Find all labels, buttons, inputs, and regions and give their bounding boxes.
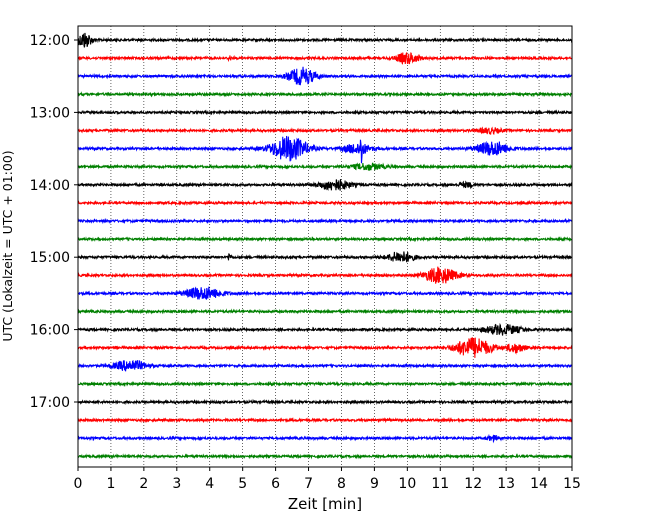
x-tick-label: 14 — [530, 476, 548, 492]
y-tick-label: 12:00 — [30, 33, 70, 49]
seismic-trace-1745 — [77, 453, 573, 460]
seismic-trace-1400 — [77, 179, 573, 191]
seismic-trace-1430 — [77, 217, 573, 225]
x-tick-label: 11 — [431, 476, 449, 492]
x-tick-label: 2 — [139, 476, 148, 492]
seismic-traces — [77, 32, 573, 460]
seismic-trace-1630 — [77, 359, 573, 372]
y-axis-ticks: 12:00 13:00 14:00 15:00 16:00 17:00 — [30, 33, 78, 411]
seismic-trace-1545 — [77, 308, 573, 315]
seismic-trace-1600 — [77, 322, 573, 336]
seismic-trace-1245 — [77, 91, 573, 98]
x-tick-label: 0 — [74, 476, 83, 492]
y-tick-label: 15:00 — [30, 250, 70, 266]
seismic-trace-1415 — [77, 199, 573, 207]
x-tick-label: 13 — [497, 476, 515, 492]
y-tick-label: 14:00 — [30, 178, 70, 194]
x-tick-label: 6 — [271, 476, 280, 492]
y-tick-label: 16:00 — [30, 323, 70, 339]
seismic-trace-1730 — [77, 433, 573, 444]
seismic-trace-1700 — [77, 398, 573, 406]
x-tick-label: 4 — [205, 476, 214, 492]
x-tick-label: 15 — [563, 476, 581, 492]
x-tick-label: 7 — [304, 476, 313, 492]
seismic-trace-1715 — [77, 416, 573, 424]
seismic-trace-1645 — [77, 380, 573, 388]
x-tick-label: 5 — [238, 476, 247, 492]
x-tick-label: 12 — [464, 476, 482, 492]
seismic-trace-1530 — [77, 286, 572, 300]
y-tick-label: 17:00 — [30, 395, 70, 411]
x-tick-label: 3 — [172, 476, 181, 492]
seismic-trace-1615 — [77, 337, 573, 358]
seismic-trace-1300 — [77, 109, 573, 116]
seismic-trace-1230 — [77, 66, 573, 86]
seismic-trace-1315 — [77, 126, 573, 136]
seismic-trace-1445 — [77, 235, 573, 243]
seismic-trace-1215 — [77, 51, 572, 65]
plot-frame — [77, 25, 573, 468]
seismic-trace-1500 — [77, 251, 573, 263]
y-tick-label: 13:00 — [30, 105, 70, 121]
x-axis-label: Zeit [min] — [288, 495, 362, 513]
x-tick-label: 8 — [337, 476, 346, 492]
seismic-trace-1345 — [77, 162, 573, 171]
x-tick-label: 1 — [106, 476, 115, 492]
seismic-trace-1330 — [77, 135, 573, 164]
x-tick-label: 10 — [398, 476, 416, 492]
seismic-trace-1200 — [77, 32, 573, 49]
y-axis-label: UTC (Lokalzeit = UTC + 01:00) — [0, 150, 15, 341]
x-tick-label: 9 — [370, 476, 379, 492]
x-axis-ticks: 0 1 2 3 4 5 6 7 8 9 10 11 12 13 14 15 — [74, 467, 581, 492]
seismic-trace-1515 — [77, 266, 573, 284]
